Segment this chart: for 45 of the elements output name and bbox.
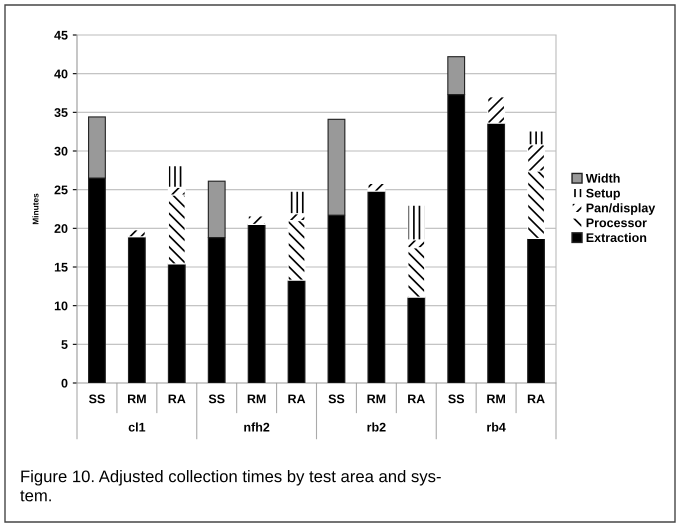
x-tick-label: SS: [328, 394, 344, 404]
y-tick-label: 35: [54, 108, 68, 118]
y-tick-label: 25: [54, 185, 68, 194]
x-tick-label: SS: [208, 394, 225, 404]
text: cl1: [128, 422, 146, 432]
y-tick-label: 15: [54, 262, 68, 272]
y-tick-label: 5: [61, 340, 68, 349]
text: nfh2: [244, 422, 270, 432]
y-tick-label: 10: [54, 301, 68, 310]
x-tick-label: SS: [88, 394, 105, 404]
bar: [168, 263, 186, 383]
bar: [487, 96, 506, 124]
x-tick-label: RA: [168, 394, 186, 404]
x-tick-label: RA: [288, 394, 306, 404]
bar: [487, 122, 506, 383]
text: rb2: [367, 422, 386, 432]
y-tick-label: 40: [54, 69, 68, 78]
bar: [248, 224, 266, 383]
y-axis-title: Minutes: [32, 194, 39, 224]
bar: [527, 238, 545, 383]
x-tick-label: RA: [528, 394, 545, 404]
y-tick-label: 20: [54, 224, 68, 233]
legend-label: Processor: [586, 218, 647, 228]
x-tick-label: RM: [487, 394, 506, 404]
legend-label: Extraction: [586, 232, 646, 242]
text: rb4: [487, 422, 506, 432]
x-tick-label: RM: [248, 394, 266, 404]
caption: Figure 10. Adjusted collection times by test area and sys- tem.: [20, 470, 441, 502]
x-tick-label: RA: [408, 394, 425, 404]
bar: [288, 280, 306, 383]
bar: [367, 182, 386, 192]
bar: [248, 215, 266, 226]
y-tick-label: 45: [54, 30, 68, 40]
bar: [128, 229, 146, 238]
x-tick-label: SS: [448, 394, 464, 404]
bar: [367, 190, 386, 383]
legend-label: Pan/display: [586, 203, 656, 215]
y-tick-label: 0: [62, 378, 68, 388]
bar: [128, 236, 146, 383]
bar: [407, 296, 426, 383]
y-tick-label: 30: [54, 146, 68, 156]
x-tick-label: RM: [128, 394, 146, 404]
legend-label: Width: [586, 174, 620, 183]
x-tick-label: RM: [367, 394, 386, 404]
legend-label: Setup: [586, 188, 620, 200]
